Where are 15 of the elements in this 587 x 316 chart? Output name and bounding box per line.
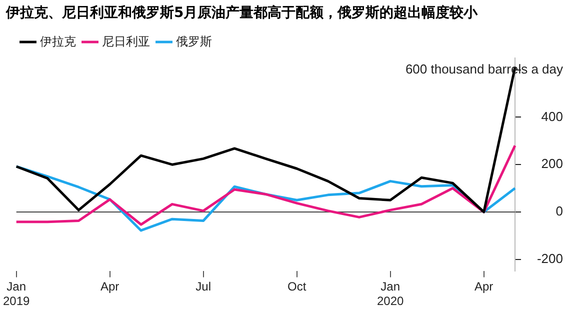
y-tick-label: 400: [541, 108, 563, 124]
legend-label: 俄罗斯: [176, 34, 212, 48]
y-tick-label: -200: [536, 250, 563, 266]
legend-label: 尼日利亚: [102, 34, 150, 48]
x-tick-label: Apr: [474, 280, 494, 294]
x-tick-label: Apr: [100, 280, 120, 294]
x-tick-label: Oct: [288, 280, 307, 294]
y-tick-label: 0: [556, 204, 563, 219]
legend-label: 伊拉克: [40, 34, 76, 48]
chart-title: 伊拉克、尼日利亚和俄罗斯5月原油产量都高于配额，俄罗斯的超出幅度较小: [6, 4, 478, 22]
x-tick-label: Jan 2020: [376, 280, 404, 308]
y-tick-label: 600 thousand barrels a day: [405, 61, 564, 76]
x-tick-label: Jul: [196, 280, 212, 294]
y-tick-label: 200: [541, 156, 563, 172]
x-tick-label: Jan 2019: [2, 280, 30, 308]
